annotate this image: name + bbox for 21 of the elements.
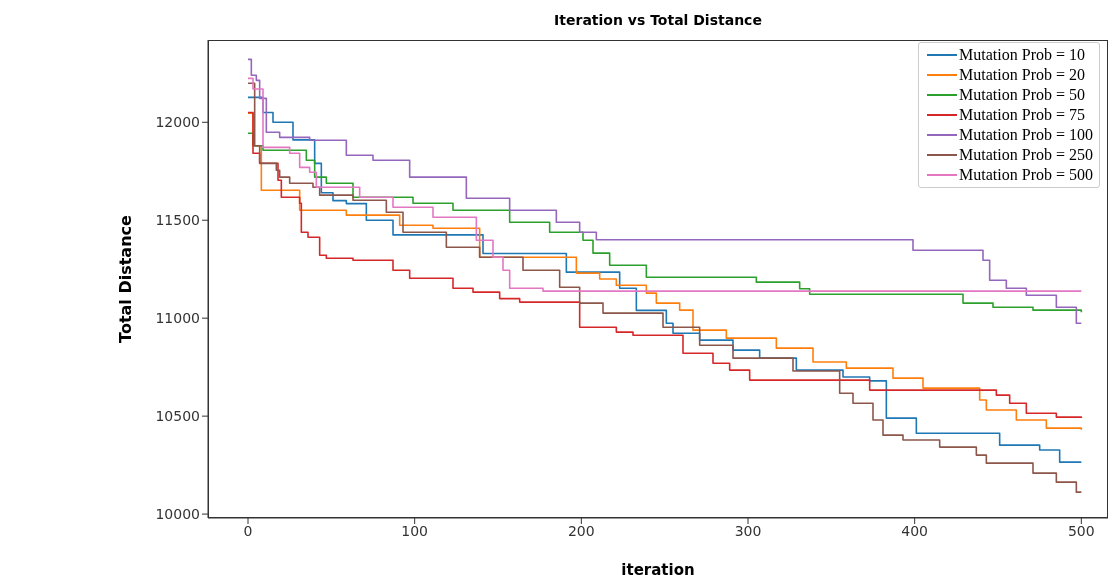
legend-label: Mutation Prob = 100 (959, 125, 1093, 145)
legend-label: Mutation Prob = 75 (959, 105, 1085, 125)
legend-label: Mutation Prob = 50 (959, 85, 1085, 105)
x-tick-label: 400 (901, 522, 929, 539)
legend-label: Mutation Prob = 250 (959, 145, 1093, 165)
legend-label: Mutation Prob = 20 (959, 65, 1085, 85)
y-tick-label: 10000 (155, 506, 200, 523)
y-tick-label: 11000 (155, 310, 200, 327)
chart-title: Iteration vs Total Distance (553, 12, 763, 28)
x-tick-label: 100 (401, 522, 429, 539)
y-tick-label: 12000 (155, 114, 200, 131)
legend-label: Mutation Prob = 500 (959, 165, 1093, 185)
x-tick-label: 0 (243, 522, 253, 539)
y-tick-label: 10500 (155, 408, 200, 425)
x-tick-label: 300 (734, 522, 762, 539)
x-axis-title: iteration (621, 561, 695, 575)
y-tick-label: 11500 (155, 212, 200, 229)
y-axis-title: Total Distance (116, 214, 136, 345)
x-tick-label: 200 (567, 522, 595, 539)
legend-label: Mutation Prob = 10 (959, 45, 1085, 65)
x-tick-label: 500 (1067, 522, 1095, 539)
